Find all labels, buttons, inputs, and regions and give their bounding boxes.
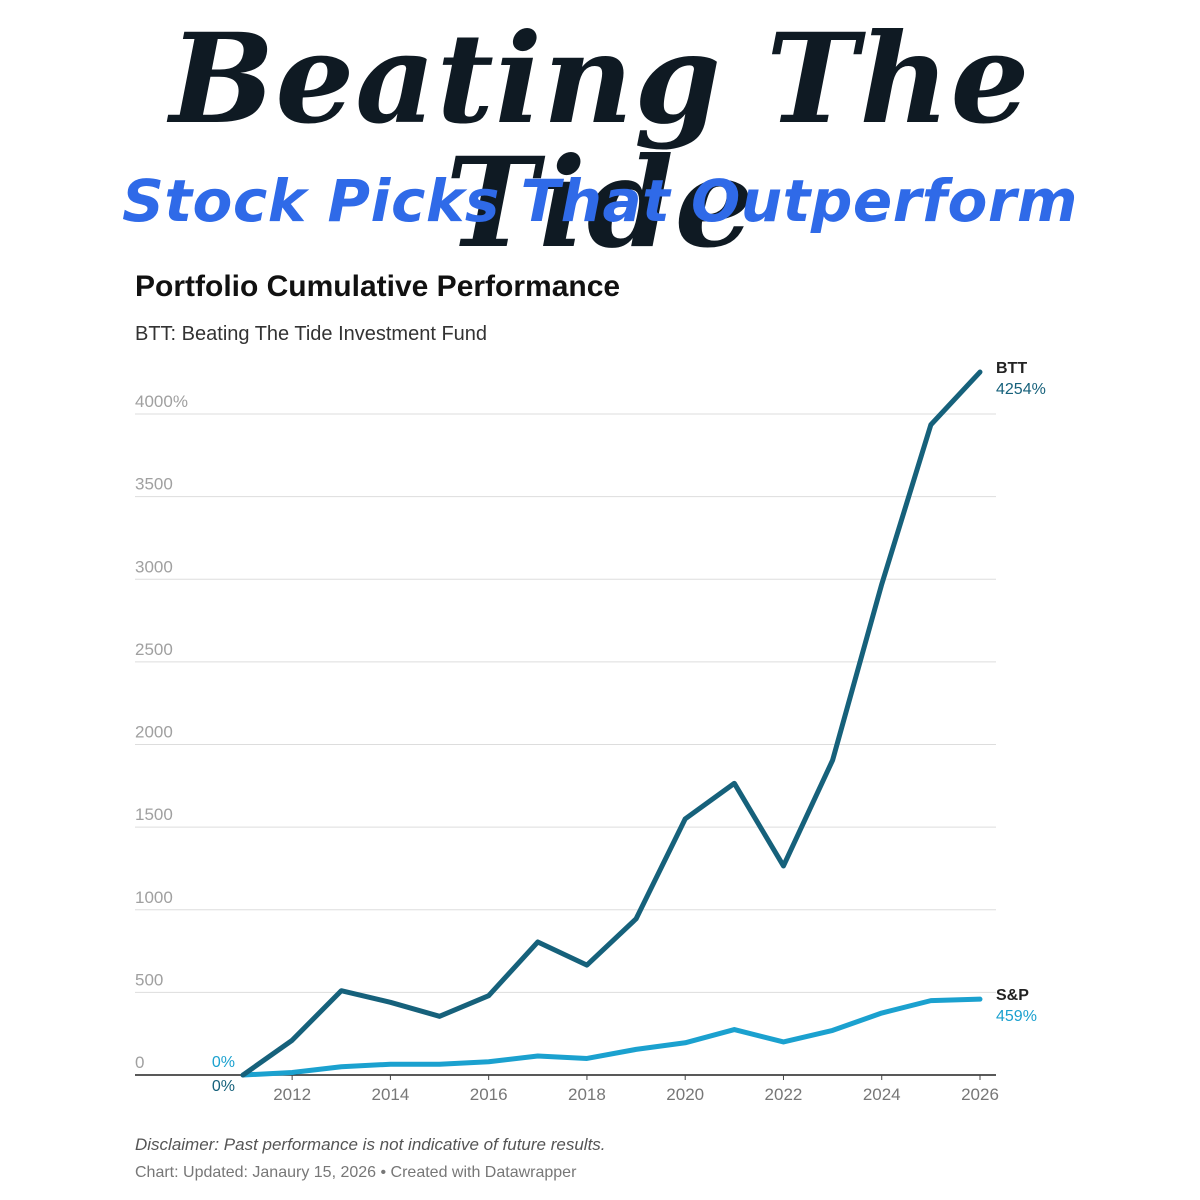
x-tick-label: 2020 <box>666 1085 704 1104</box>
y-tick-label: 2000 <box>135 723 173 742</box>
y-tick-label: 500 <box>135 970 163 989</box>
series-end-label: 4254% <box>996 381 1046 398</box>
series-name-label: S&P <box>996 987 1029 1004</box>
series-line-sp <box>240 996 983 1078</box>
series-start-label: 0% <box>212 1078 235 1095</box>
y-tick-label: 1500 <box>135 805 173 824</box>
series-name-label: BTT <box>996 360 1027 377</box>
disclaimer: Disclaimer: Past performance is not indi… <box>135 1135 606 1154</box>
x-tick-label: 2018 <box>568 1085 606 1104</box>
chart-title: Portfolio Cumulative Performance <box>135 270 621 303</box>
x-tick-label: 2012 <box>273 1085 311 1104</box>
series-end-label: 459% <box>996 1008 1037 1025</box>
x-tick-label: 2022 <box>765 1085 803 1104</box>
x-tick-label: 2016 <box>470 1085 508 1104</box>
series-start-label: 0% <box>212 1054 235 1071</box>
y-tick-label: 1000 <box>135 888 173 907</box>
x-tick-label: 2014 <box>371 1085 409 1104</box>
y-tick-label: 4000% <box>135 392 188 411</box>
banner-title: Beating The Tide <box>169 7 1031 276</box>
y-tick-label: 2500 <box>135 640 173 659</box>
chart-credit: Chart: Updated: Janaury 15, 2026 • Creat… <box>135 1164 577 1181</box>
series-line-btt <box>240 369 983 1078</box>
x-tick-label: 2026 <box>961 1085 999 1104</box>
x-tick-label: 2024 <box>863 1085 901 1104</box>
y-tick-label: 3000 <box>135 557 173 576</box>
banner-subtitle: Stock Picks That Outperform <box>122 167 1078 235</box>
y-tick-label: 0 <box>135 1053 144 1072</box>
y-tick-label: 3500 <box>135 475 173 494</box>
chart-subtitle: BTT: Beating The Tide Investment Fund <box>135 323 488 345</box>
